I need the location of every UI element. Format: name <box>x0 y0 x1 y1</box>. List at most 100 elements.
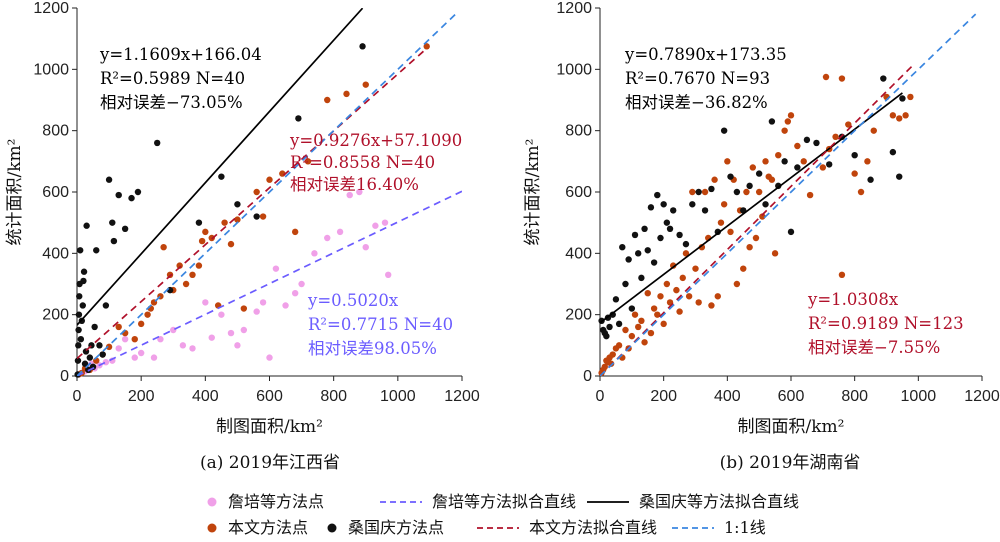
annotation-line: 相对误差−73.05% <box>100 93 243 112</box>
sang-point <box>733 188 741 196</box>
sang-point <box>670 207 677 214</box>
zhan-point <box>179 342 187 349</box>
x-axis-label: 制图面积/km² <box>216 417 323 437</box>
this-point <box>787 112 795 119</box>
this-point <box>907 93 914 101</box>
legend-label: 本文方法点 <box>228 518 308 537</box>
this-point <box>137 320 145 328</box>
sang-point <box>660 201 667 208</box>
sang-point <box>813 139 820 147</box>
sang-point <box>105 176 113 183</box>
this-point <box>784 118 792 125</box>
sang-point <box>619 244 626 251</box>
zhan-point <box>202 299 209 306</box>
annotation-line: y=0.5020x <box>307 291 399 310</box>
zhan-point <box>356 188 363 196</box>
x-tick-label: 1200 <box>444 388 480 405</box>
y-tick-label: 400 <box>42 245 69 262</box>
this-point <box>775 152 782 159</box>
x-tick-label: 200 <box>650 388 677 405</box>
legend-label: 桑国庆方法点 <box>348 518 444 537</box>
this-point <box>240 305 248 312</box>
y-tick-label: 200 <box>42 307 69 324</box>
sang-point <box>81 360 89 367</box>
this-point <box>838 75 846 82</box>
sang-point <box>826 161 833 168</box>
sang-point <box>77 247 84 254</box>
zhan-point <box>137 349 145 357</box>
this-point <box>259 213 267 220</box>
this-point <box>701 188 709 196</box>
this-point <box>628 332 636 340</box>
sang-point <box>695 188 702 196</box>
legend-label: 詹培等方法拟合直线 <box>432 492 576 511</box>
sang-point <box>359 43 366 50</box>
this-point <box>176 262 183 269</box>
panel-a: 0 200 400 600 800 1000 1200 0 200 400 600 800 1000 12… <box>5 0 480 473</box>
this-point <box>771 250 779 257</box>
this-point <box>902 112 909 119</box>
this-point <box>720 201 728 208</box>
this-point <box>105 343 113 351</box>
x-tick-label: 400 <box>714 388 741 405</box>
annotation-line: 相对误差−36.82% <box>625 93 768 112</box>
panel-b: 0 200 400 600 800 1000 1200 0 200 400 600 800 1000 12… <box>523 0 1000 473</box>
this-point <box>144 311 151 318</box>
this-point <box>221 219 228 226</box>
zhan-point <box>346 191 353 199</box>
this-point <box>717 219 725 226</box>
legend-marker-dot <box>207 497 217 507</box>
sang-point <box>110 237 118 245</box>
y-tick-label: 0 <box>60 368 69 385</box>
this-point <box>195 262 203 269</box>
this-point <box>822 73 830 81</box>
zhan-point <box>336 228 344 236</box>
y-axis-label: 统计面积/km² <box>5 139 25 246</box>
this-point <box>650 305 658 312</box>
x-tick-label: 800 <box>841 388 868 405</box>
y-tick-label: 800 <box>42 123 69 140</box>
sang-point <box>102 302 110 309</box>
zhan-point <box>234 342 241 349</box>
zhan-point <box>253 308 260 315</box>
sang-point <box>77 336 85 343</box>
sang-point <box>74 357 82 364</box>
one-fit-line <box>600 13 977 376</box>
sang-point <box>708 185 715 193</box>
this-point <box>768 176 776 183</box>
sang-point <box>75 342 82 349</box>
annotation-line: R²=0.7670 N=93 <box>625 69 770 88</box>
this-point <box>781 127 788 134</box>
zhan-point <box>298 280 305 288</box>
panel-caption: (b) 2019年湖南省 <box>720 453 861 473</box>
this-point <box>800 158 807 165</box>
this-point <box>711 176 718 183</box>
this-point <box>663 280 671 288</box>
zhan-point <box>115 345 122 352</box>
annotation-line: y=1.1609x+166.04 <box>99 45 262 64</box>
sang-point <box>635 250 642 257</box>
annotation-line: y=0.7890x+173.35 <box>624 45 787 64</box>
sang-point <box>666 225 674 232</box>
this-point <box>227 240 235 248</box>
this-point <box>631 311 639 318</box>
legend-label: 桑国庆等方法拟合直线 <box>639 492 799 511</box>
this-point <box>657 293 664 300</box>
this-point <box>733 280 741 288</box>
sang-point <box>628 305 636 312</box>
y-tick-label: 800 <box>565 123 592 140</box>
this-point <box>762 158 769 165</box>
this-point <box>714 293 721 300</box>
zhan-point <box>291 290 299 297</box>
this-point <box>857 188 865 196</box>
sang-point <box>86 354 94 361</box>
sang-point <box>79 302 86 309</box>
annotation-line: 相对误差16.40% <box>290 175 419 194</box>
x-tick-label: 1000 <box>901 388 937 405</box>
this-point <box>670 262 677 269</box>
sang-point <box>720 127 728 134</box>
zhan-point <box>170 326 177 334</box>
sang-point <box>803 136 811 144</box>
